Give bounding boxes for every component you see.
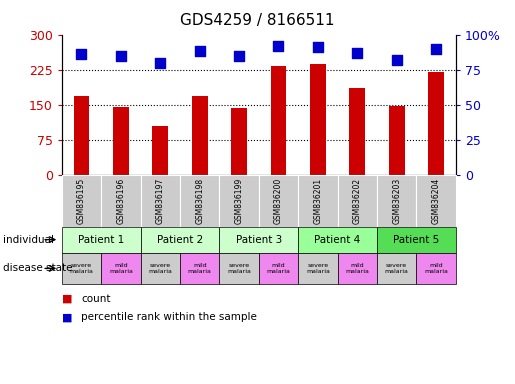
Text: ■: ■ [62,294,76,304]
Bar [152,126,168,175]
Point [432,46,440,52]
Text: mild
malaria: mild malaria [188,263,212,274]
Text: severe
malaria: severe malaria [385,263,408,274]
Bar [74,96,90,175]
Text: mild
malaria: mild malaria [109,263,133,274]
Point [274,43,283,49]
Bar [113,107,129,175]
Point [314,44,322,50]
Bar [349,88,365,175]
Text: count: count [81,294,111,304]
Text: Patient 2: Patient 2 [157,235,203,245]
Point [156,60,164,66]
Text: GSM836204: GSM836204 [432,177,440,224]
Bar [270,66,286,175]
Text: severe
malaria: severe malaria [306,263,330,274]
Bar [389,106,405,175]
Text: ■: ■ [62,312,76,322]
Text: disease state: disease state [3,263,72,273]
Text: Patient 4: Patient 4 [315,235,360,245]
Text: Patient 1: Patient 1 [78,235,124,245]
Text: GSM836195: GSM836195 [77,177,86,224]
Text: severe
malaria: severe malaria [148,263,172,274]
Text: mild
malaria: mild malaria [424,263,448,274]
Text: GSM836202: GSM836202 [353,177,362,224]
Text: GSM836201: GSM836201 [314,177,322,224]
Text: GSM836203: GSM836203 [392,177,401,224]
Text: GDS4259 / 8166511: GDS4259 / 8166511 [180,13,335,28]
Text: individual: individual [3,235,54,245]
Text: GSM836199: GSM836199 [235,177,244,224]
Point [392,57,401,63]
Text: severe
malaria: severe malaria [227,263,251,274]
Point [117,53,125,59]
Point [353,50,362,56]
Text: mild
malaria: mild malaria [267,263,290,274]
Point [196,48,204,55]
Point [235,53,243,59]
Text: percentile rank within the sample: percentile rank within the sample [81,312,258,322]
Text: Patient 3: Patient 3 [236,235,282,245]
Text: GSM836198: GSM836198 [195,177,204,224]
Text: severe
malaria: severe malaria [70,263,93,274]
Text: Patient 5: Patient 5 [393,235,439,245]
Text: GSM836196: GSM836196 [116,177,125,224]
Text: GSM836200: GSM836200 [274,177,283,224]
Text: GSM836197: GSM836197 [156,177,165,224]
Bar [310,64,326,175]
Bar [231,108,247,175]
Point [77,51,85,57]
Text: mild
malaria: mild malaria [346,263,369,274]
Bar [192,96,208,175]
Bar [428,72,444,175]
